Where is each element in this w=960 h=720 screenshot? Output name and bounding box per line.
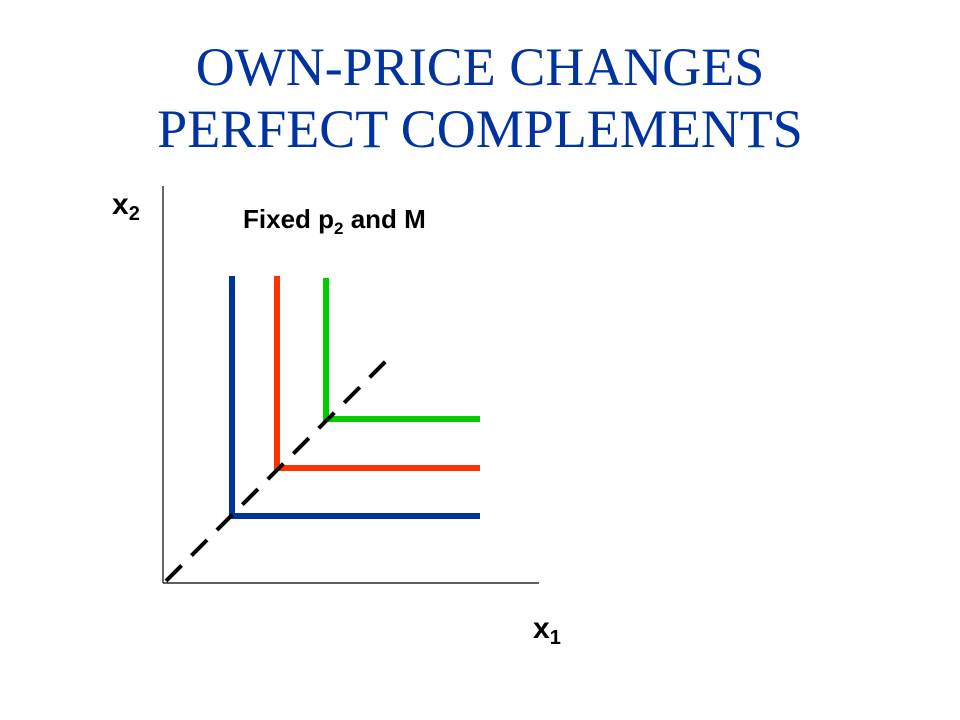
kink-ray [164, 353, 394, 583]
title-line-2: PERFECT COMPLEMENTS [157, 99, 803, 159]
title-line-1: OWN-PRICE CHANGES [195, 37, 765, 97]
slide-title: OWN-PRICE CHANGES PERFECT COMPLEMENTS [0, 36, 960, 160]
x-axis-label: x1 [533, 612, 561, 649]
fixed-parameters-annotation: Fixed p2 and M [243, 204, 426, 238]
y-axis-label: x2 [112, 188, 140, 225]
